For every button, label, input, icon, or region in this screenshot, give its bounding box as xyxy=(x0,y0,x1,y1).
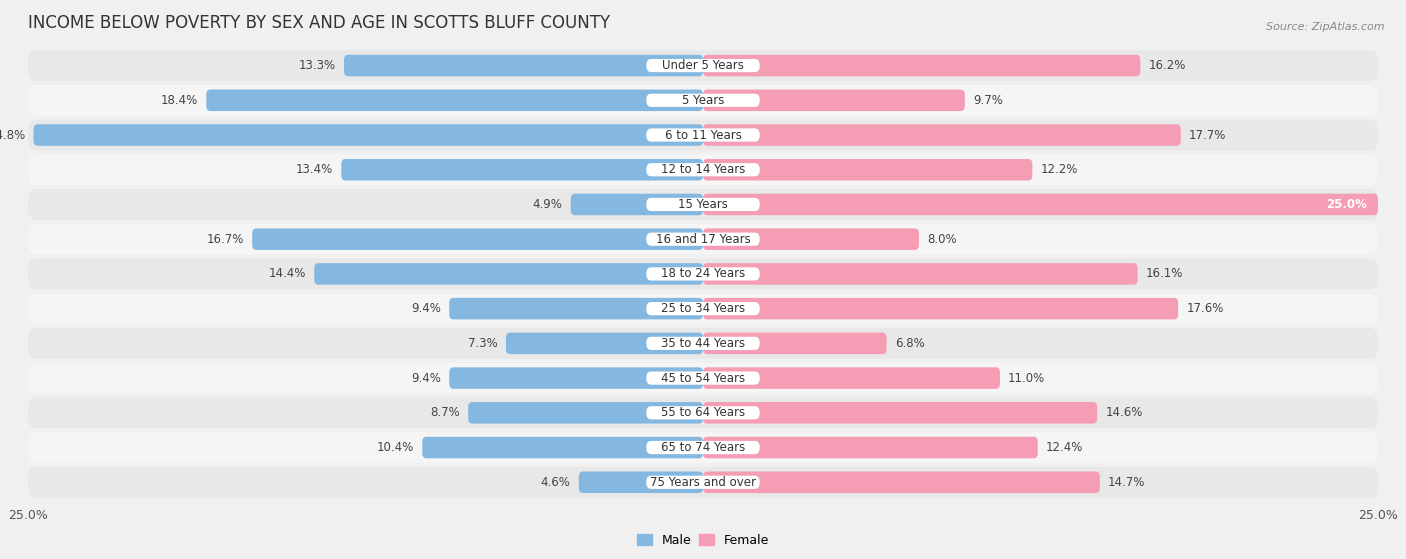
Text: 45 to 54 Years: 45 to 54 Years xyxy=(661,372,745,385)
FancyBboxPatch shape xyxy=(28,363,1378,394)
FancyBboxPatch shape xyxy=(422,437,703,458)
FancyBboxPatch shape xyxy=(703,89,965,111)
FancyBboxPatch shape xyxy=(28,467,1378,498)
FancyBboxPatch shape xyxy=(34,124,703,146)
FancyBboxPatch shape xyxy=(703,402,1097,424)
FancyBboxPatch shape xyxy=(28,293,1378,324)
FancyBboxPatch shape xyxy=(506,333,703,354)
FancyBboxPatch shape xyxy=(28,224,1378,254)
FancyBboxPatch shape xyxy=(342,159,703,181)
FancyBboxPatch shape xyxy=(647,94,759,107)
Text: 14.4%: 14.4% xyxy=(269,267,307,281)
Text: 12 to 14 Years: 12 to 14 Years xyxy=(661,163,745,176)
FancyBboxPatch shape xyxy=(647,302,759,315)
Text: 12.4%: 12.4% xyxy=(1046,441,1083,454)
FancyBboxPatch shape xyxy=(647,198,759,211)
FancyBboxPatch shape xyxy=(703,55,1140,77)
FancyBboxPatch shape xyxy=(28,85,1378,116)
FancyBboxPatch shape xyxy=(28,397,1378,428)
Text: 14.7%: 14.7% xyxy=(1108,476,1146,489)
Text: 25.0%: 25.0% xyxy=(1326,198,1367,211)
Text: 9.4%: 9.4% xyxy=(412,372,441,385)
FancyBboxPatch shape xyxy=(647,233,759,246)
Text: 4.6%: 4.6% xyxy=(541,476,571,489)
Text: 12.2%: 12.2% xyxy=(1040,163,1078,176)
FancyBboxPatch shape xyxy=(28,189,1378,220)
Text: 4.9%: 4.9% xyxy=(533,198,562,211)
Text: 16 and 17 Years: 16 and 17 Years xyxy=(655,233,751,246)
FancyBboxPatch shape xyxy=(703,263,1137,285)
FancyBboxPatch shape xyxy=(647,59,759,72)
Text: 8.0%: 8.0% xyxy=(927,233,956,246)
Text: 55 to 64 Years: 55 to 64 Years xyxy=(661,406,745,419)
FancyBboxPatch shape xyxy=(703,159,1032,181)
Text: 8.7%: 8.7% xyxy=(430,406,460,419)
FancyBboxPatch shape xyxy=(28,328,1378,359)
FancyBboxPatch shape xyxy=(28,50,1378,81)
Text: 18.4%: 18.4% xyxy=(160,94,198,107)
Text: 17.6%: 17.6% xyxy=(1187,302,1223,315)
Text: 16.7%: 16.7% xyxy=(207,233,245,246)
FancyBboxPatch shape xyxy=(647,337,759,350)
Legend: Male, Female: Male, Female xyxy=(631,529,775,552)
FancyBboxPatch shape xyxy=(647,441,759,454)
FancyBboxPatch shape xyxy=(252,229,703,250)
Text: Under 5 Years: Under 5 Years xyxy=(662,59,744,72)
Text: 9.4%: 9.4% xyxy=(412,302,441,315)
Text: 11.0%: 11.0% xyxy=(1008,372,1045,385)
FancyBboxPatch shape xyxy=(647,372,759,385)
Text: 16.2%: 16.2% xyxy=(1149,59,1185,72)
FancyBboxPatch shape xyxy=(28,258,1378,290)
FancyBboxPatch shape xyxy=(647,267,759,281)
FancyBboxPatch shape xyxy=(571,193,703,215)
Text: 13.3%: 13.3% xyxy=(298,59,336,72)
FancyBboxPatch shape xyxy=(647,406,759,419)
FancyBboxPatch shape xyxy=(28,432,1378,463)
FancyBboxPatch shape xyxy=(703,333,887,354)
FancyBboxPatch shape xyxy=(703,229,920,250)
Text: 18 to 24 Years: 18 to 24 Years xyxy=(661,267,745,281)
Text: 15 Years: 15 Years xyxy=(678,198,728,211)
Text: INCOME BELOW POVERTY BY SEX AND AGE IN SCOTTS BLUFF COUNTY: INCOME BELOW POVERTY BY SEX AND AGE IN S… xyxy=(28,14,610,32)
FancyBboxPatch shape xyxy=(207,89,703,111)
FancyBboxPatch shape xyxy=(703,437,1038,458)
FancyBboxPatch shape xyxy=(703,193,1378,215)
FancyBboxPatch shape xyxy=(28,120,1378,150)
Text: 14.6%: 14.6% xyxy=(1105,406,1143,419)
Text: 10.4%: 10.4% xyxy=(377,441,415,454)
FancyBboxPatch shape xyxy=(647,129,759,141)
FancyBboxPatch shape xyxy=(647,476,759,489)
Text: 6.8%: 6.8% xyxy=(894,337,924,350)
FancyBboxPatch shape xyxy=(450,367,703,389)
FancyBboxPatch shape xyxy=(703,367,1000,389)
Text: 25 to 34 Years: 25 to 34 Years xyxy=(661,302,745,315)
FancyBboxPatch shape xyxy=(647,163,759,176)
Text: 9.7%: 9.7% xyxy=(973,94,1002,107)
FancyBboxPatch shape xyxy=(315,263,703,285)
FancyBboxPatch shape xyxy=(703,124,1181,146)
Text: 5 Years: 5 Years xyxy=(682,94,724,107)
FancyBboxPatch shape xyxy=(579,471,703,493)
Text: 16.1%: 16.1% xyxy=(1146,267,1182,281)
FancyBboxPatch shape xyxy=(703,298,1178,319)
Text: 17.7%: 17.7% xyxy=(1189,129,1226,141)
Text: 6 to 11 Years: 6 to 11 Years xyxy=(665,129,741,141)
FancyBboxPatch shape xyxy=(468,402,703,424)
Text: 65 to 74 Years: 65 to 74 Years xyxy=(661,441,745,454)
Text: Source: ZipAtlas.com: Source: ZipAtlas.com xyxy=(1267,22,1385,32)
FancyBboxPatch shape xyxy=(450,298,703,319)
Text: 13.4%: 13.4% xyxy=(295,163,333,176)
FancyBboxPatch shape xyxy=(28,154,1378,185)
Text: 75 Years and over: 75 Years and over xyxy=(650,476,756,489)
Text: 24.8%: 24.8% xyxy=(0,129,25,141)
FancyBboxPatch shape xyxy=(344,55,703,77)
Text: 7.3%: 7.3% xyxy=(468,337,498,350)
Text: 35 to 44 Years: 35 to 44 Years xyxy=(661,337,745,350)
FancyBboxPatch shape xyxy=(703,471,1099,493)
